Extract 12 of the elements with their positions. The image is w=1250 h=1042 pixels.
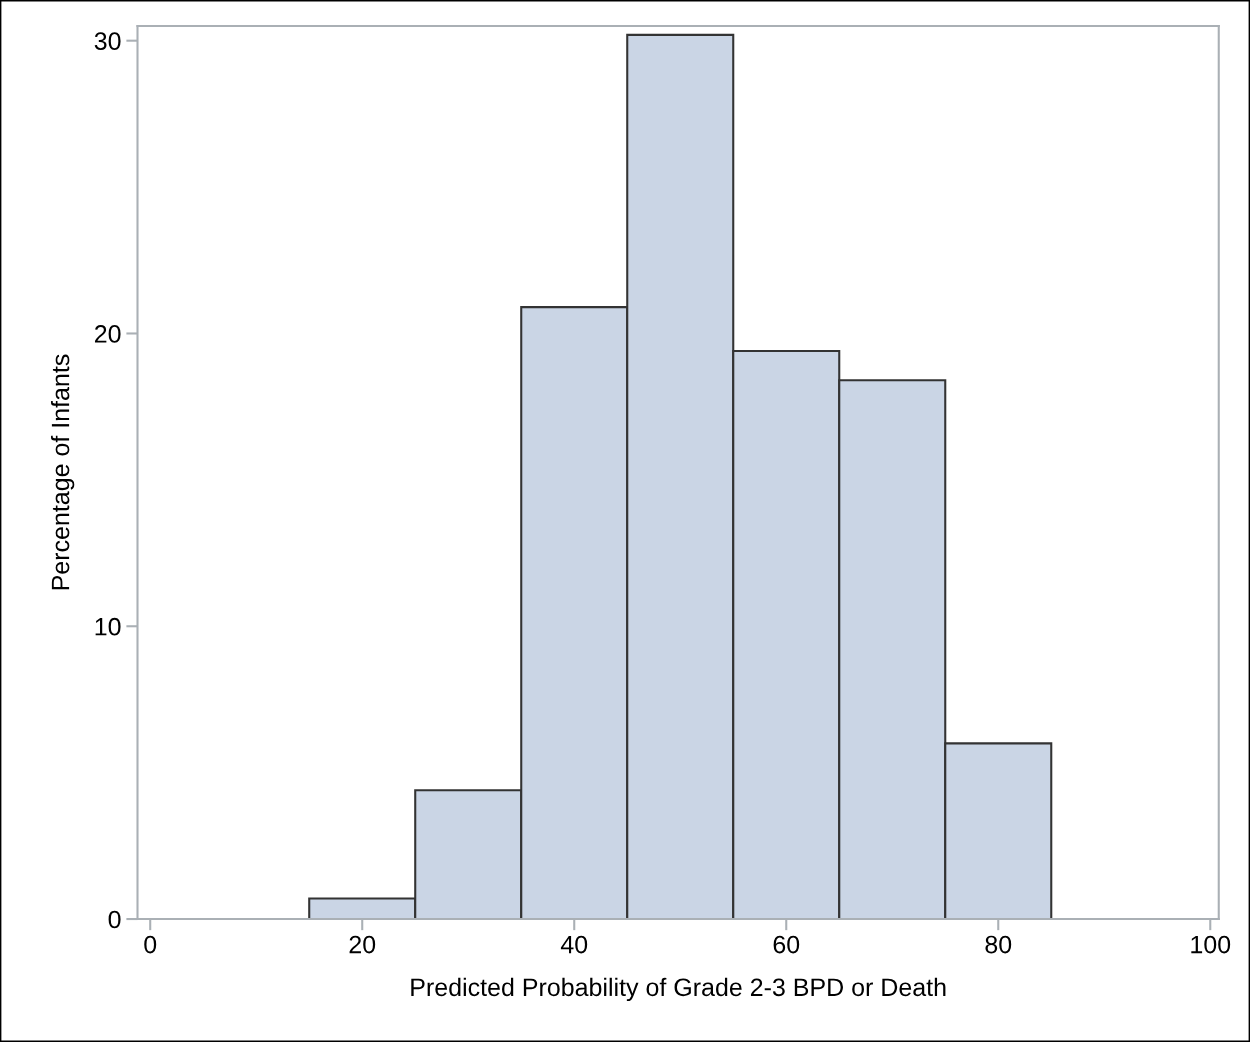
x-tick-label: 20 (349, 935, 376, 954)
x-tick-label: 100 (1191, 935, 1231, 954)
y-axis-title: Percentage of Infants (51, 354, 75, 590)
y-tick-label: 20 (94, 325, 121, 343)
y-tick-label: 0 (108, 910, 121, 929)
y-tick-label: 10 (95, 617, 121, 636)
x-axis-title: Predicted Probability of Grade 2-3 BPD or Death (411, 977, 946, 1002)
y-tick-label: 30 (94, 32, 121, 50)
x-tick-label: 40 (560, 935, 588, 954)
x-tick-label: 60 (773, 935, 800, 954)
x-tick-label: 80 (985, 935, 1012, 954)
x-tick-label: 0 (144, 935, 157, 954)
